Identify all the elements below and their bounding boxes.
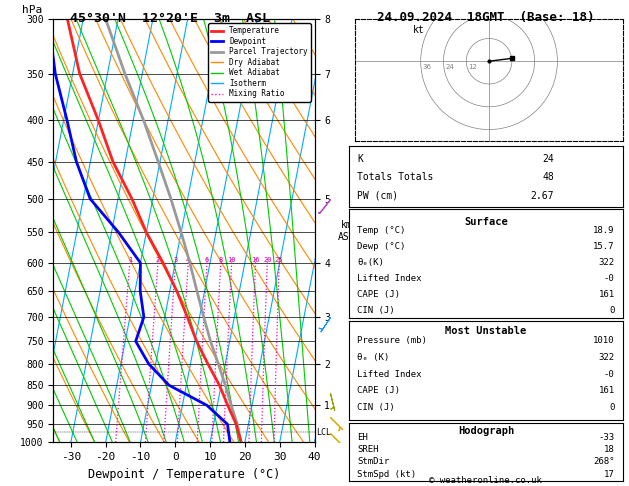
- Text: 48: 48: [543, 173, 554, 182]
- Text: 18.9: 18.9: [593, 226, 615, 235]
- Text: 1: 1: [128, 257, 132, 263]
- Text: 20: 20: [263, 257, 272, 263]
- X-axis label: Dewpoint / Temperature (°C): Dewpoint / Temperature (°C): [88, 468, 280, 481]
- Text: 3: 3: [173, 257, 177, 263]
- Text: © weatheronline.co.uk: © weatheronline.co.uk: [430, 476, 542, 485]
- Text: 25: 25: [275, 257, 284, 263]
- Text: CIN (J): CIN (J): [357, 403, 395, 412]
- Text: StmDir: StmDir: [357, 457, 389, 467]
- Text: 18: 18: [604, 445, 615, 454]
- Text: LCL: LCL: [316, 428, 331, 437]
- Text: 15.7: 15.7: [593, 242, 615, 251]
- Text: 36: 36: [423, 64, 431, 70]
- Text: K: K: [357, 154, 363, 164]
- Text: 10: 10: [228, 257, 236, 263]
- Text: -0: -0: [604, 274, 615, 283]
- Text: Lifted Index: Lifted Index: [357, 370, 422, 379]
- Text: 0: 0: [609, 403, 615, 412]
- Text: 2: 2: [156, 257, 160, 263]
- Text: 1010: 1010: [593, 336, 615, 345]
- Text: CAPE (J): CAPE (J): [357, 386, 400, 396]
- Y-axis label: km
ASL: km ASL: [338, 220, 355, 242]
- Text: 0: 0: [609, 306, 615, 314]
- Text: 6: 6: [205, 257, 209, 263]
- Text: PW (cm): PW (cm): [357, 191, 398, 201]
- Text: CAPE (J): CAPE (J): [357, 290, 400, 299]
- Text: 24: 24: [445, 64, 454, 70]
- Text: Pressure (mb): Pressure (mb): [357, 336, 427, 345]
- Text: 161: 161: [598, 386, 615, 396]
- Text: CIN (J): CIN (J): [357, 306, 395, 314]
- Text: 268°: 268°: [593, 457, 615, 467]
- Text: 12: 12: [468, 64, 477, 70]
- Y-axis label: hPa: hPa: [23, 5, 43, 15]
- Text: 45°30'N  12°20'E  3m  ASL: 45°30'N 12°20'E 3m ASL: [70, 12, 270, 25]
- Text: Dewp (°C): Dewp (°C): [357, 242, 406, 251]
- Text: 161: 161: [598, 290, 615, 299]
- Text: θₑ(K): θₑ(K): [357, 258, 384, 267]
- Text: 322: 322: [598, 258, 615, 267]
- Text: SREH: SREH: [357, 445, 379, 454]
- Legend: Temperature, Dewpoint, Parcel Trajectory, Dry Adiabat, Wet Adiabat, Isotherm, Mi: Temperature, Dewpoint, Parcel Trajectory…: [208, 23, 311, 102]
- Text: kt: kt: [413, 25, 425, 35]
- Text: θₑ (K): θₑ (K): [357, 353, 389, 362]
- Text: StmSpd (kt): StmSpd (kt): [357, 469, 416, 479]
- Text: -0: -0: [604, 370, 615, 379]
- Text: 24.09.2024  18GMT  (Base: 18): 24.09.2024 18GMT (Base: 18): [377, 11, 594, 24]
- Text: Totals Totals: Totals Totals: [357, 173, 433, 182]
- Text: 17: 17: [604, 469, 615, 479]
- Text: 24: 24: [543, 154, 554, 164]
- Text: 322: 322: [598, 353, 615, 362]
- Text: 4: 4: [186, 257, 191, 263]
- Text: EH: EH: [357, 433, 368, 442]
- Text: Temp (°C): Temp (°C): [357, 226, 406, 235]
- Text: Hodograph: Hodograph: [458, 426, 514, 436]
- Text: Surface: Surface: [464, 217, 508, 226]
- Text: Most Unstable: Most Unstable: [445, 326, 526, 336]
- Text: 8: 8: [219, 257, 223, 263]
- Text: 16: 16: [252, 257, 260, 263]
- Text: -33: -33: [598, 433, 615, 442]
- Text: 2.67: 2.67: [531, 191, 554, 201]
- Text: Lifted Index: Lifted Index: [357, 274, 422, 283]
